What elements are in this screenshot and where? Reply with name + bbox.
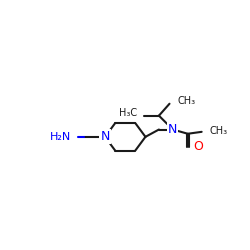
- Text: O: O: [193, 140, 203, 153]
- Text: N: N: [168, 123, 177, 136]
- Text: H₃C: H₃C: [119, 108, 137, 118]
- Text: H₂N: H₂N: [50, 132, 72, 142]
- Text: N: N: [100, 130, 110, 143]
- Text: CH₃: CH₃: [210, 126, 228, 136]
- Text: CH₃: CH₃: [178, 96, 196, 106]
